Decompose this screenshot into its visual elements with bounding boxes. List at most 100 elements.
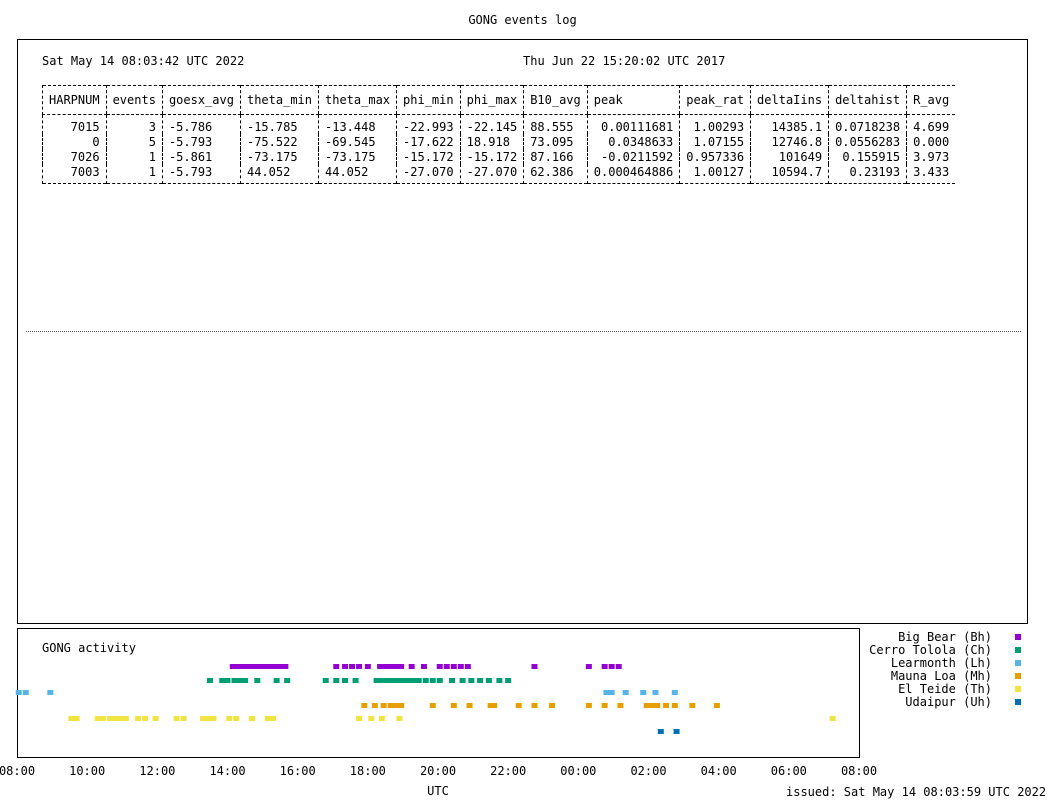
- table-cell-peak: 0.000464886: [586, 164, 680, 184]
- table-cell-theta_min: 44.052: [239, 164, 319, 184]
- table-cell-peak_rat: 1.07155: [679, 134, 751, 149]
- activity-point: [361, 703, 368, 708]
- activity-point: [270, 716, 277, 721]
- table-row: 7026 1 -5.861 -73.175 -73.175 -15.172 -15.172 8…: [42, 149, 956, 164]
- column-header-deltaiins: deltaIins: [750, 85, 829, 115]
- table-cell-deltaiins: 14385.1: [750, 114, 829, 134]
- activity-point: [829, 716, 836, 721]
- table-header-row: HARPNUM events goesx_avg theta_min theta_max…: [42, 85, 956, 115]
- table-cell-theta_max: 44.052: [317, 164, 397, 184]
- activity-point: [266, 664, 273, 669]
- activity-point: [271, 664, 278, 669]
- activity-point: [585, 664, 592, 669]
- table-cell-harpnum: 0: [42, 134, 107, 149]
- activity-point: [450, 703, 457, 708]
- activity-point: [487, 703, 494, 708]
- activity-point: [491, 703, 498, 708]
- legend-item: Cerro Tolola (Ch): [860, 644, 1030, 657]
- activity-point: [415, 678, 422, 683]
- legend-swatch: [1015, 673, 1021, 679]
- activity-point: [229, 664, 236, 669]
- column-header-theta_min: theta_min: [239, 85, 319, 115]
- activity-point: [505, 678, 512, 683]
- legend-swatch: [1015, 634, 1021, 640]
- x-tick-label: 08:00: [0, 764, 35, 778]
- activity-point: [643, 703, 650, 708]
- legend-item: Learmonth (Lh): [860, 657, 1030, 670]
- table-cell-goesx_avg: -5.793: [161, 164, 241, 184]
- table-cell-events: 1: [105, 149, 163, 164]
- table-cell-harpnum: 7003: [42, 164, 107, 184]
- activity-point: [117, 716, 124, 721]
- activity-point: [464, 664, 471, 669]
- activity-point: [371, 703, 378, 708]
- activity-point: [449, 678, 456, 683]
- x-axis-label: UTC: [427, 784, 449, 798]
- activity-point: [356, 716, 363, 721]
- table-cell-events: 5: [105, 134, 163, 149]
- activity-point: [485, 678, 492, 683]
- table-cell-events: 1: [105, 164, 163, 184]
- legend-label: Udaipur (Uh): [905, 695, 992, 709]
- table-cell-theta_max: -69.545: [317, 134, 397, 149]
- activity-point: [233, 716, 240, 721]
- events-panel: Sat May 14 08:03:42 UTC 2022 Thu Jun 22 …: [17, 39, 1028, 624]
- x-tick-label: 00:00: [560, 764, 596, 778]
- activity-point: [496, 678, 503, 683]
- x-tick-label: 02:00: [630, 764, 666, 778]
- activity-point: [622, 690, 629, 695]
- table-cell-goesx_avg: -5.786: [161, 114, 241, 134]
- table-cell-harpnum: 7015: [42, 114, 107, 134]
- activity-point: [654, 703, 661, 708]
- activity-point: [135, 716, 142, 721]
- activity-point: [236, 678, 243, 683]
- activity-point: [256, 664, 263, 669]
- table-cell-deltaiins: 12746.8: [750, 134, 829, 149]
- activity-point: [364, 664, 371, 669]
- table-row: 7003 1 -5.793 44.052 44.052 -27.070 -27.070 62.…: [42, 164, 956, 184]
- column-header-phi_min: phi_min: [396, 85, 461, 115]
- activity-point: [380, 703, 387, 708]
- activity-point: [394, 678, 401, 683]
- activity-point: [173, 716, 180, 721]
- column-header-peak: peak: [586, 85, 680, 115]
- activity-point: [277, 664, 284, 669]
- table-cell-phi_max: -27.070: [459, 164, 524, 184]
- x-tick-label: 12:00: [139, 764, 175, 778]
- table-row: 7015 3 -5.786 -15.785 -13.448 -22.993 -22.145 8…: [42, 114, 956, 134]
- activity-point: [389, 678, 396, 683]
- column-header-r_avg: R_avg: [906, 85, 956, 115]
- legend-label: Big Bear (Bh): [898, 630, 992, 644]
- activity-point: [477, 678, 484, 683]
- activity-point: [219, 678, 226, 683]
- activity-point: [640, 690, 647, 695]
- activity-point: [106, 716, 113, 721]
- column-header-harpnum: HARPNUM: [42, 85, 107, 115]
- activity-point: [396, 716, 403, 721]
- legend-label: Cerro Tolola (Ch): [869, 643, 992, 657]
- table-cell-phi_min: -17.622: [396, 134, 461, 149]
- activity-point: [671, 690, 678, 695]
- table-cell-peak_rat: 1.00127: [679, 164, 751, 184]
- x-tick-label: 08:00: [841, 764, 877, 778]
- table-cell-theta_max: -13.448: [317, 114, 397, 134]
- column-header-b10_avg: B10_avg: [523, 85, 588, 115]
- activity-point: [378, 678, 385, 683]
- table-cell-b10_avg: 73.095: [523, 134, 588, 149]
- legend-label: Mauna Loa (Mh): [890, 669, 992, 683]
- activity-point: [180, 716, 187, 721]
- activity-point: [356, 664, 363, 669]
- table-cell-peak: 0.00111681: [586, 114, 680, 134]
- activity-point: [210, 716, 217, 721]
- table-cell-b10_avg: 88.555: [523, 114, 588, 134]
- issued-timestamp: issued: Sat May 14 08:03:59 UTC 2022: [786, 785, 1047, 799]
- table-cell-theta_min: -75.522: [239, 134, 319, 149]
- activity-point: [15, 690, 22, 695]
- activity-point: [420, 664, 427, 669]
- legend-item: El Teide (Th): [860, 683, 1030, 696]
- activity-point: [673, 729, 680, 734]
- activity-point: [240, 664, 247, 669]
- activity-point: [713, 703, 720, 708]
- table-cell-theta_max: -73.175: [317, 149, 397, 164]
- activity-point: [378, 716, 385, 721]
